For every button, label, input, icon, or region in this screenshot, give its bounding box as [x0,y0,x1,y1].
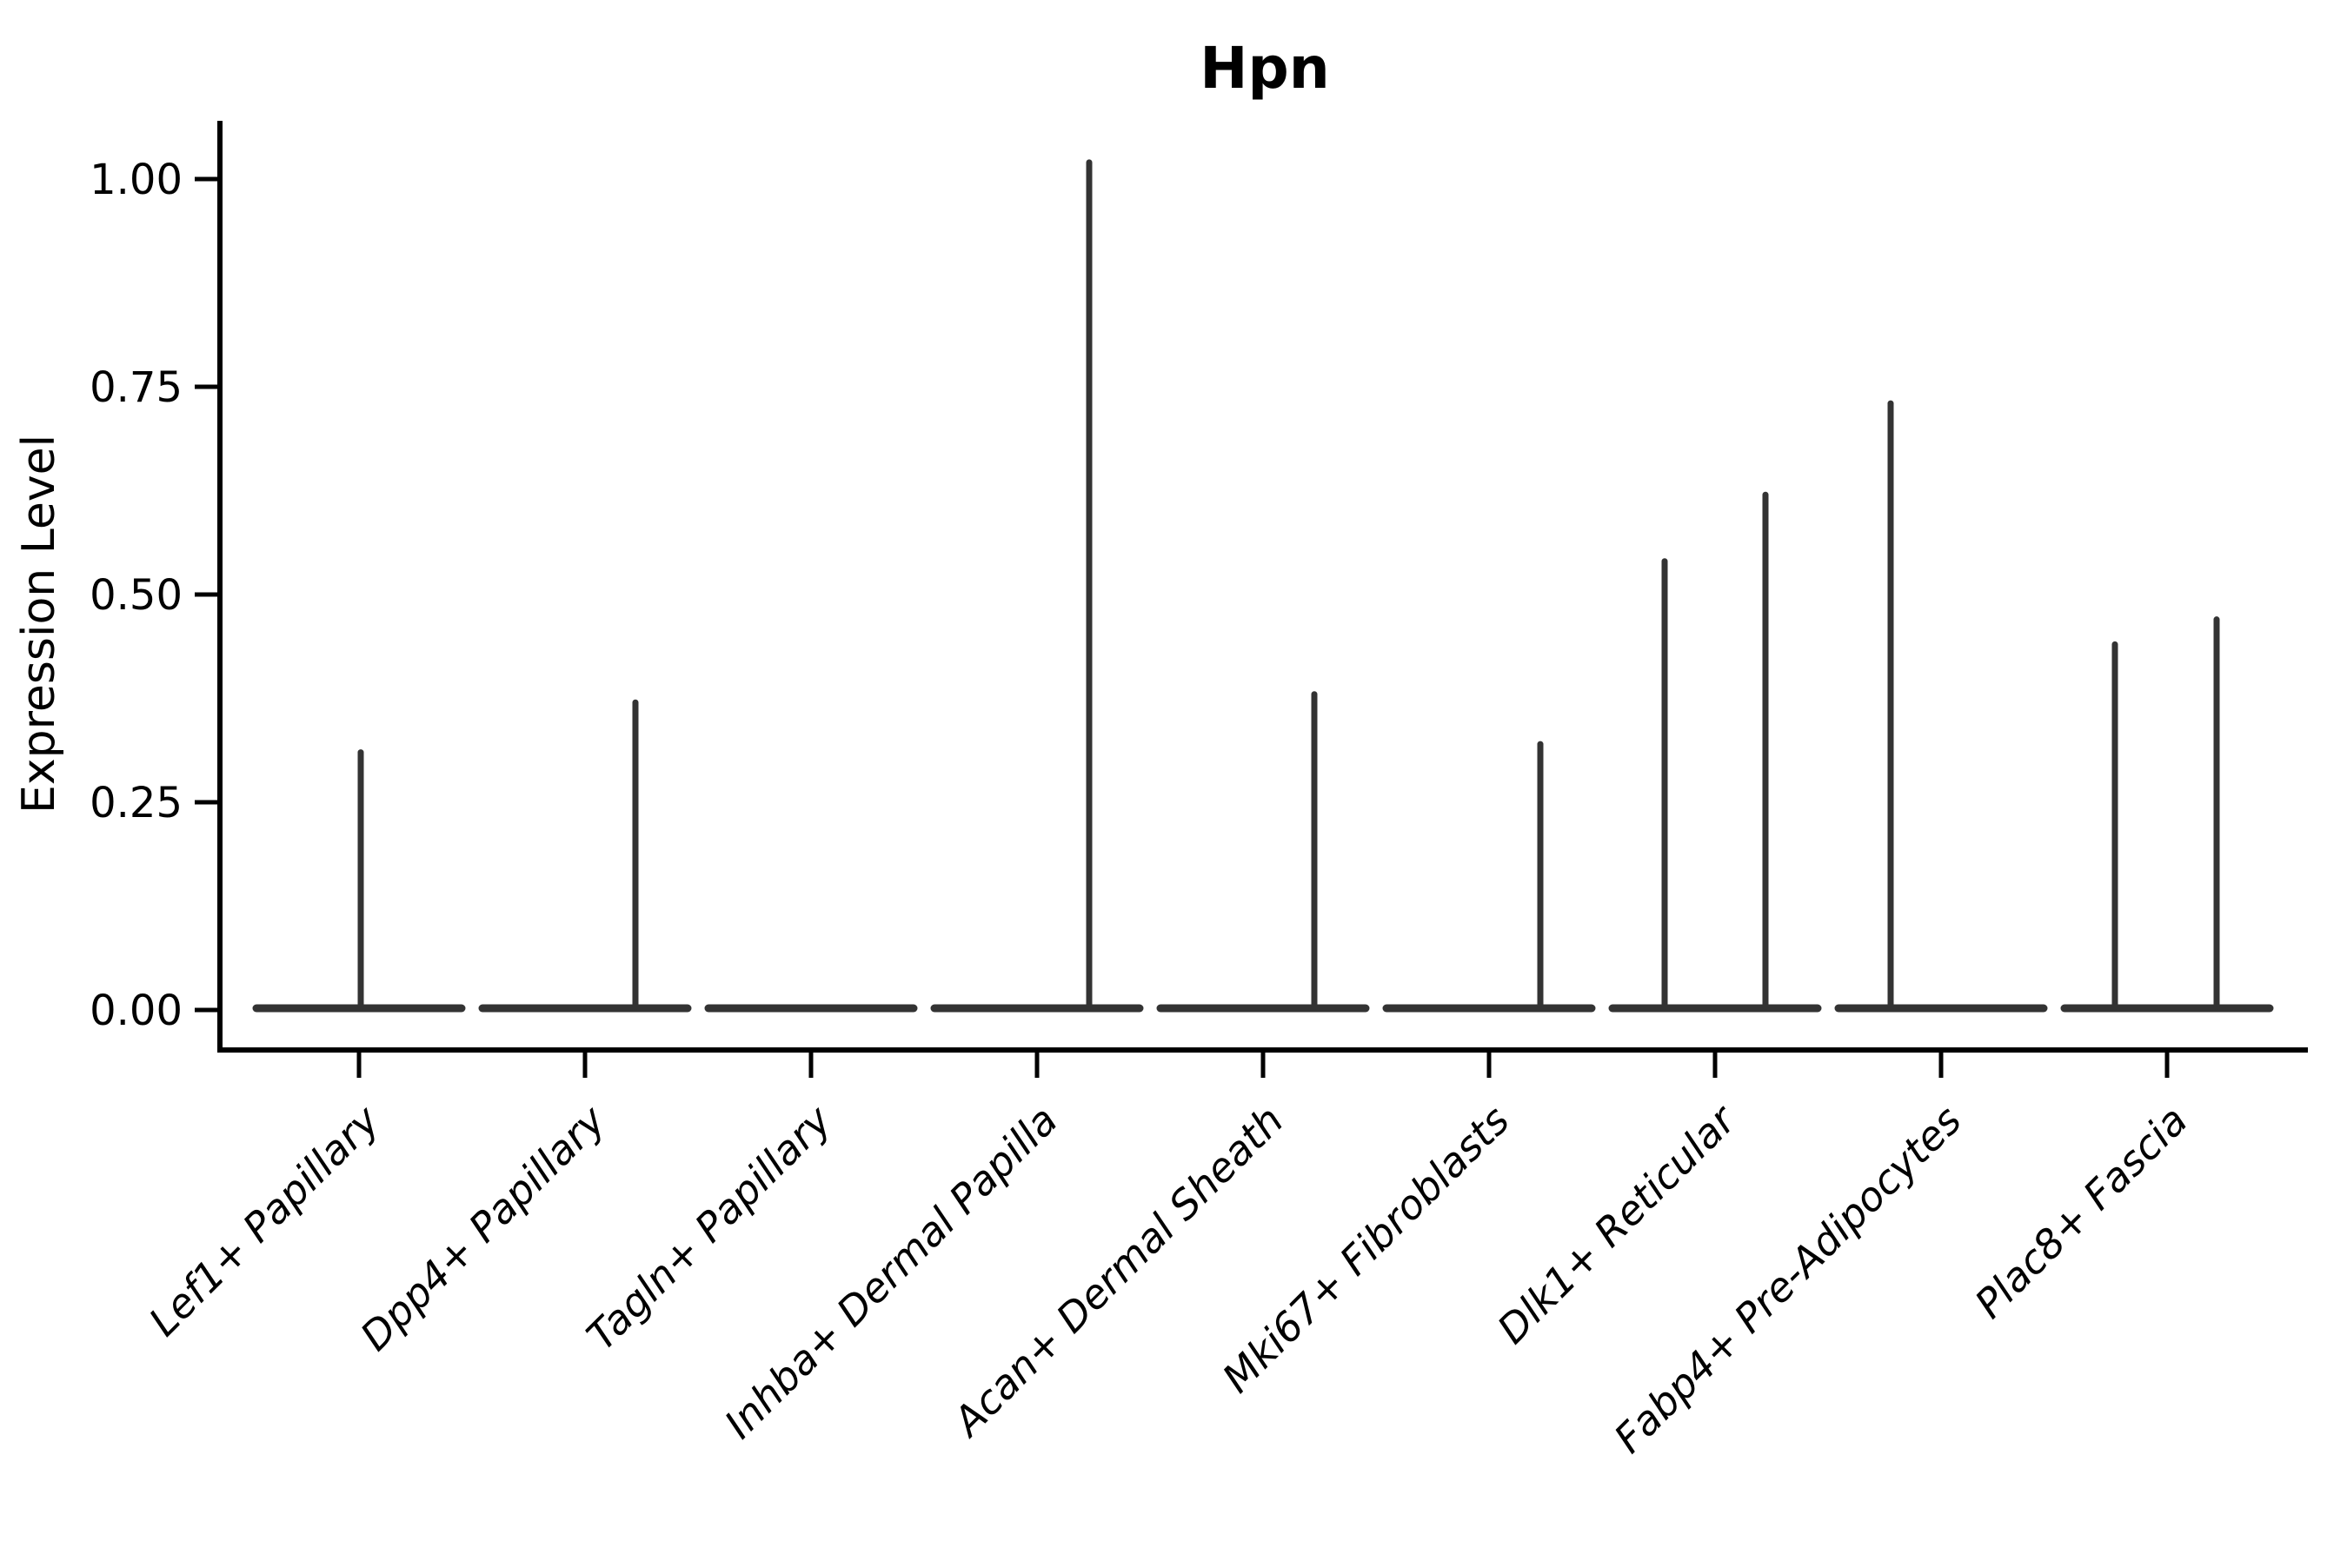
y-tick-label-2: 0.50 [90,571,183,620]
chart-title: Hpn [1200,35,1329,102]
y-tick-label-4: 1.00 [90,156,183,204]
violin-1 [478,699,692,1013]
violin-3 [930,159,1144,1013]
violin-6 [1608,491,1822,1013]
violin-8 [2060,616,2274,1013]
x-tick-label-1: Dpp4+ Papillary [351,1096,615,1359]
x-tick-label-0: Lef1+ Papillary [140,1096,389,1345]
axes: 0.00 0.25 0.50 0.75 1.00 Lef1+ PapillaryDpp4+… [90,121,2308,1462]
y-tick-label-0: 0.00 [90,987,183,1035]
x-tick-label-8: Plac8+ Fascia [1965,1097,2196,1327]
y-axis-label: Expression Level [13,435,65,814]
y-tick-label-1: 0.25 [90,779,183,827]
violin-0 [252,749,466,1013]
violin-4 [1156,691,1370,1013]
y-tick-label-3: 0.75 [90,363,183,412]
x-tick-label-2: Tagln+ Papillary [577,1096,841,1359]
violin-5 [1382,741,1596,1013]
x-tick-label-6: Dlk1+ Reticular [1488,1094,1746,1352]
violins [252,159,2274,1013]
violin-7 [1834,400,2048,1013]
